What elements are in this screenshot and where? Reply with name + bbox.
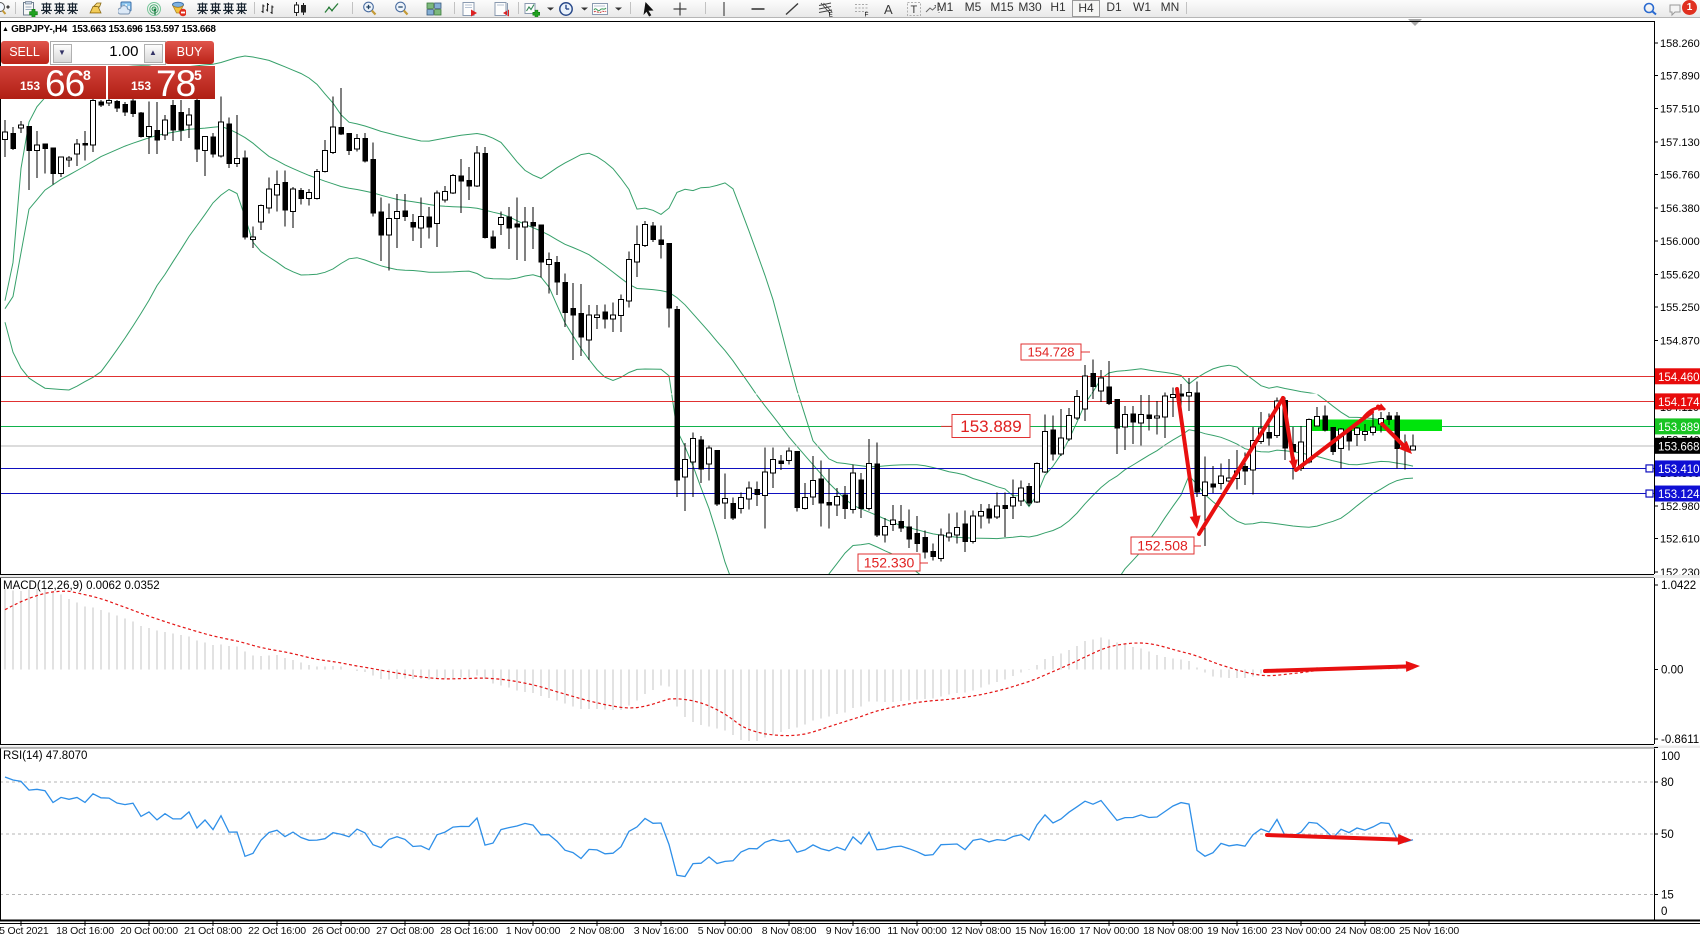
svg-text:153.889: 153.889	[1658, 422, 1700, 434]
svg-text:154.174: 154.174	[1658, 397, 1700, 409]
svg-text:152.980: 152.980	[1660, 501, 1700, 513]
svg-text:152.508: 152.508	[1137, 538, 1188, 554]
svg-text:27 Oct 08:00: 27 Oct 08:00	[376, 925, 434, 937]
svg-text:5 Nov 00:00: 5 Nov 00:00	[698, 925, 753, 937]
svg-text:153.889: 153.889	[960, 417, 1021, 436]
svg-text:RSI(14) 47.8070: RSI(14) 47.8070	[3, 750, 87, 762]
svg-text:152.610: 152.610	[1660, 534, 1700, 546]
svg-text:20 Oct 00:00: 20 Oct 00:00	[120, 925, 178, 937]
svg-text:153.410: 153.410	[1658, 464, 1700, 476]
svg-text:MACD(12,26,9) 0.0062 0.0352: MACD(12,26,9) 0.0062 0.0352	[3, 580, 160, 592]
svg-text:18 Nov 08:00: 18 Nov 08:00	[1143, 925, 1203, 937]
svg-text:9 Nov 16:00: 9 Nov 16:00	[826, 925, 881, 937]
svg-text:156.000: 156.000	[1660, 236, 1700, 248]
svg-text:F: F	[865, 12, 869, 18]
svg-text:0: 0	[1661, 906, 1667, 918]
svg-text:50: 50	[1661, 829, 1674, 841]
svg-text:0.00: 0.00	[1661, 664, 1683, 676]
svg-text:157.510: 157.510	[1660, 104, 1700, 116]
svg-text:21 Oct 08:00: 21 Oct 08:00	[184, 925, 242, 937]
svg-text:15 Oct 2021: 15 Oct 2021	[0, 925, 49, 937]
svg-text:157.890: 157.890	[1660, 70, 1700, 82]
svg-text:15: 15	[1661, 889, 1674, 901]
svg-text:157.130: 157.130	[1660, 137, 1700, 149]
svg-text:3 Nov 16:00: 3 Nov 16:00	[634, 925, 689, 937]
svg-text:154.728: 154.728	[1028, 345, 1075, 360]
svg-text:22 Oct 16:00: 22 Oct 16:00	[248, 925, 306, 937]
svg-text:T: T	[911, 4, 918, 16]
svg-text:155.250: 155.250	[1660, 302, 1700, 314]
svg-text:156.760: 156.760	[1660, 169, 1700, 181]
svg-text:19 Nov 16:00: 19 Nov 16:00	[1207, 925, 1267, 937]
svg-text:158.260: 158.260	[1660, 38, 1700, 50]
svg-text:154.460: 154.460	[1658, 372, 1700, 384]
svg-text:12 Nov 08:00: 12 Nov 08:00	[951, 925, 1011, 937]
svg-text:153.668: 153.668	[1658, 441, 1700, 453]
svg-text:8 Nov 08:00: 8 Nov 08:00	[762, 925, 817, 937]
svg-text:154.870: 154.870	[1660, 335, 1700, 347]
svg-text:156.380: 156.380	[1660, 203, 1700, 215]
svg-text:24 Nov 08:00: 24 Nov 08:00	[1335, 925, 1395, 937]
svg-text:23 Nov 00:00: 23 Nov 00:00	[1271, 925, 1331, 937]
svg-text:17 Nov 00:00: 17 Nov 00:00	[1079, 925, 1139, 937]
svg-text:-0.8611: -0.8611	[1661, 734, 1699, 746]
svg-text:11 Nov 00:00: 11 Nov 00:00	[887, 925, 947, 937]
svg-text:100: 100	[1661, 751, 1680, 763]
svg-text:1 Nov 00:00: 1 Nov 00:00	[506, 925, 561, 937]
svg-text:155.620: 155.620	[1660, 269, 1700, 281]
svg-text:25 Nov 16:00: 25 Nov 16:00	[1399, 925, 1459, 937]
svg-text:2 Nov 08:00: 2 Nov 08:00	[570, 925, 625, 937]
svg-text:28 Oct 16:00: 28 Oct 16:00	[440, 925, 498, 937]
svg-text:1.0422: 1.0422	[1661, 580, 1696, 592]
svg-text:15 Nov 16:00: 15 Nov 16:00	[1015, 925, 1075, 937]
svg-text:26 Oct 00:00: 26 Oct 00:00	[312, 925, 370, 937]
svg-text:E: E	[829, 12, 834, 18]
svg-text:80: 80	[1661, 777, 1674, 789]
svg-text:18 Oct 16:00: 18 Oct 16:00	[56, 925, 114, 937]
svg-text:152.330: 152.330	[864, 555, 915, 571]
svg-text:153.124: 153.124	[1658, 489, 1700, 501]
